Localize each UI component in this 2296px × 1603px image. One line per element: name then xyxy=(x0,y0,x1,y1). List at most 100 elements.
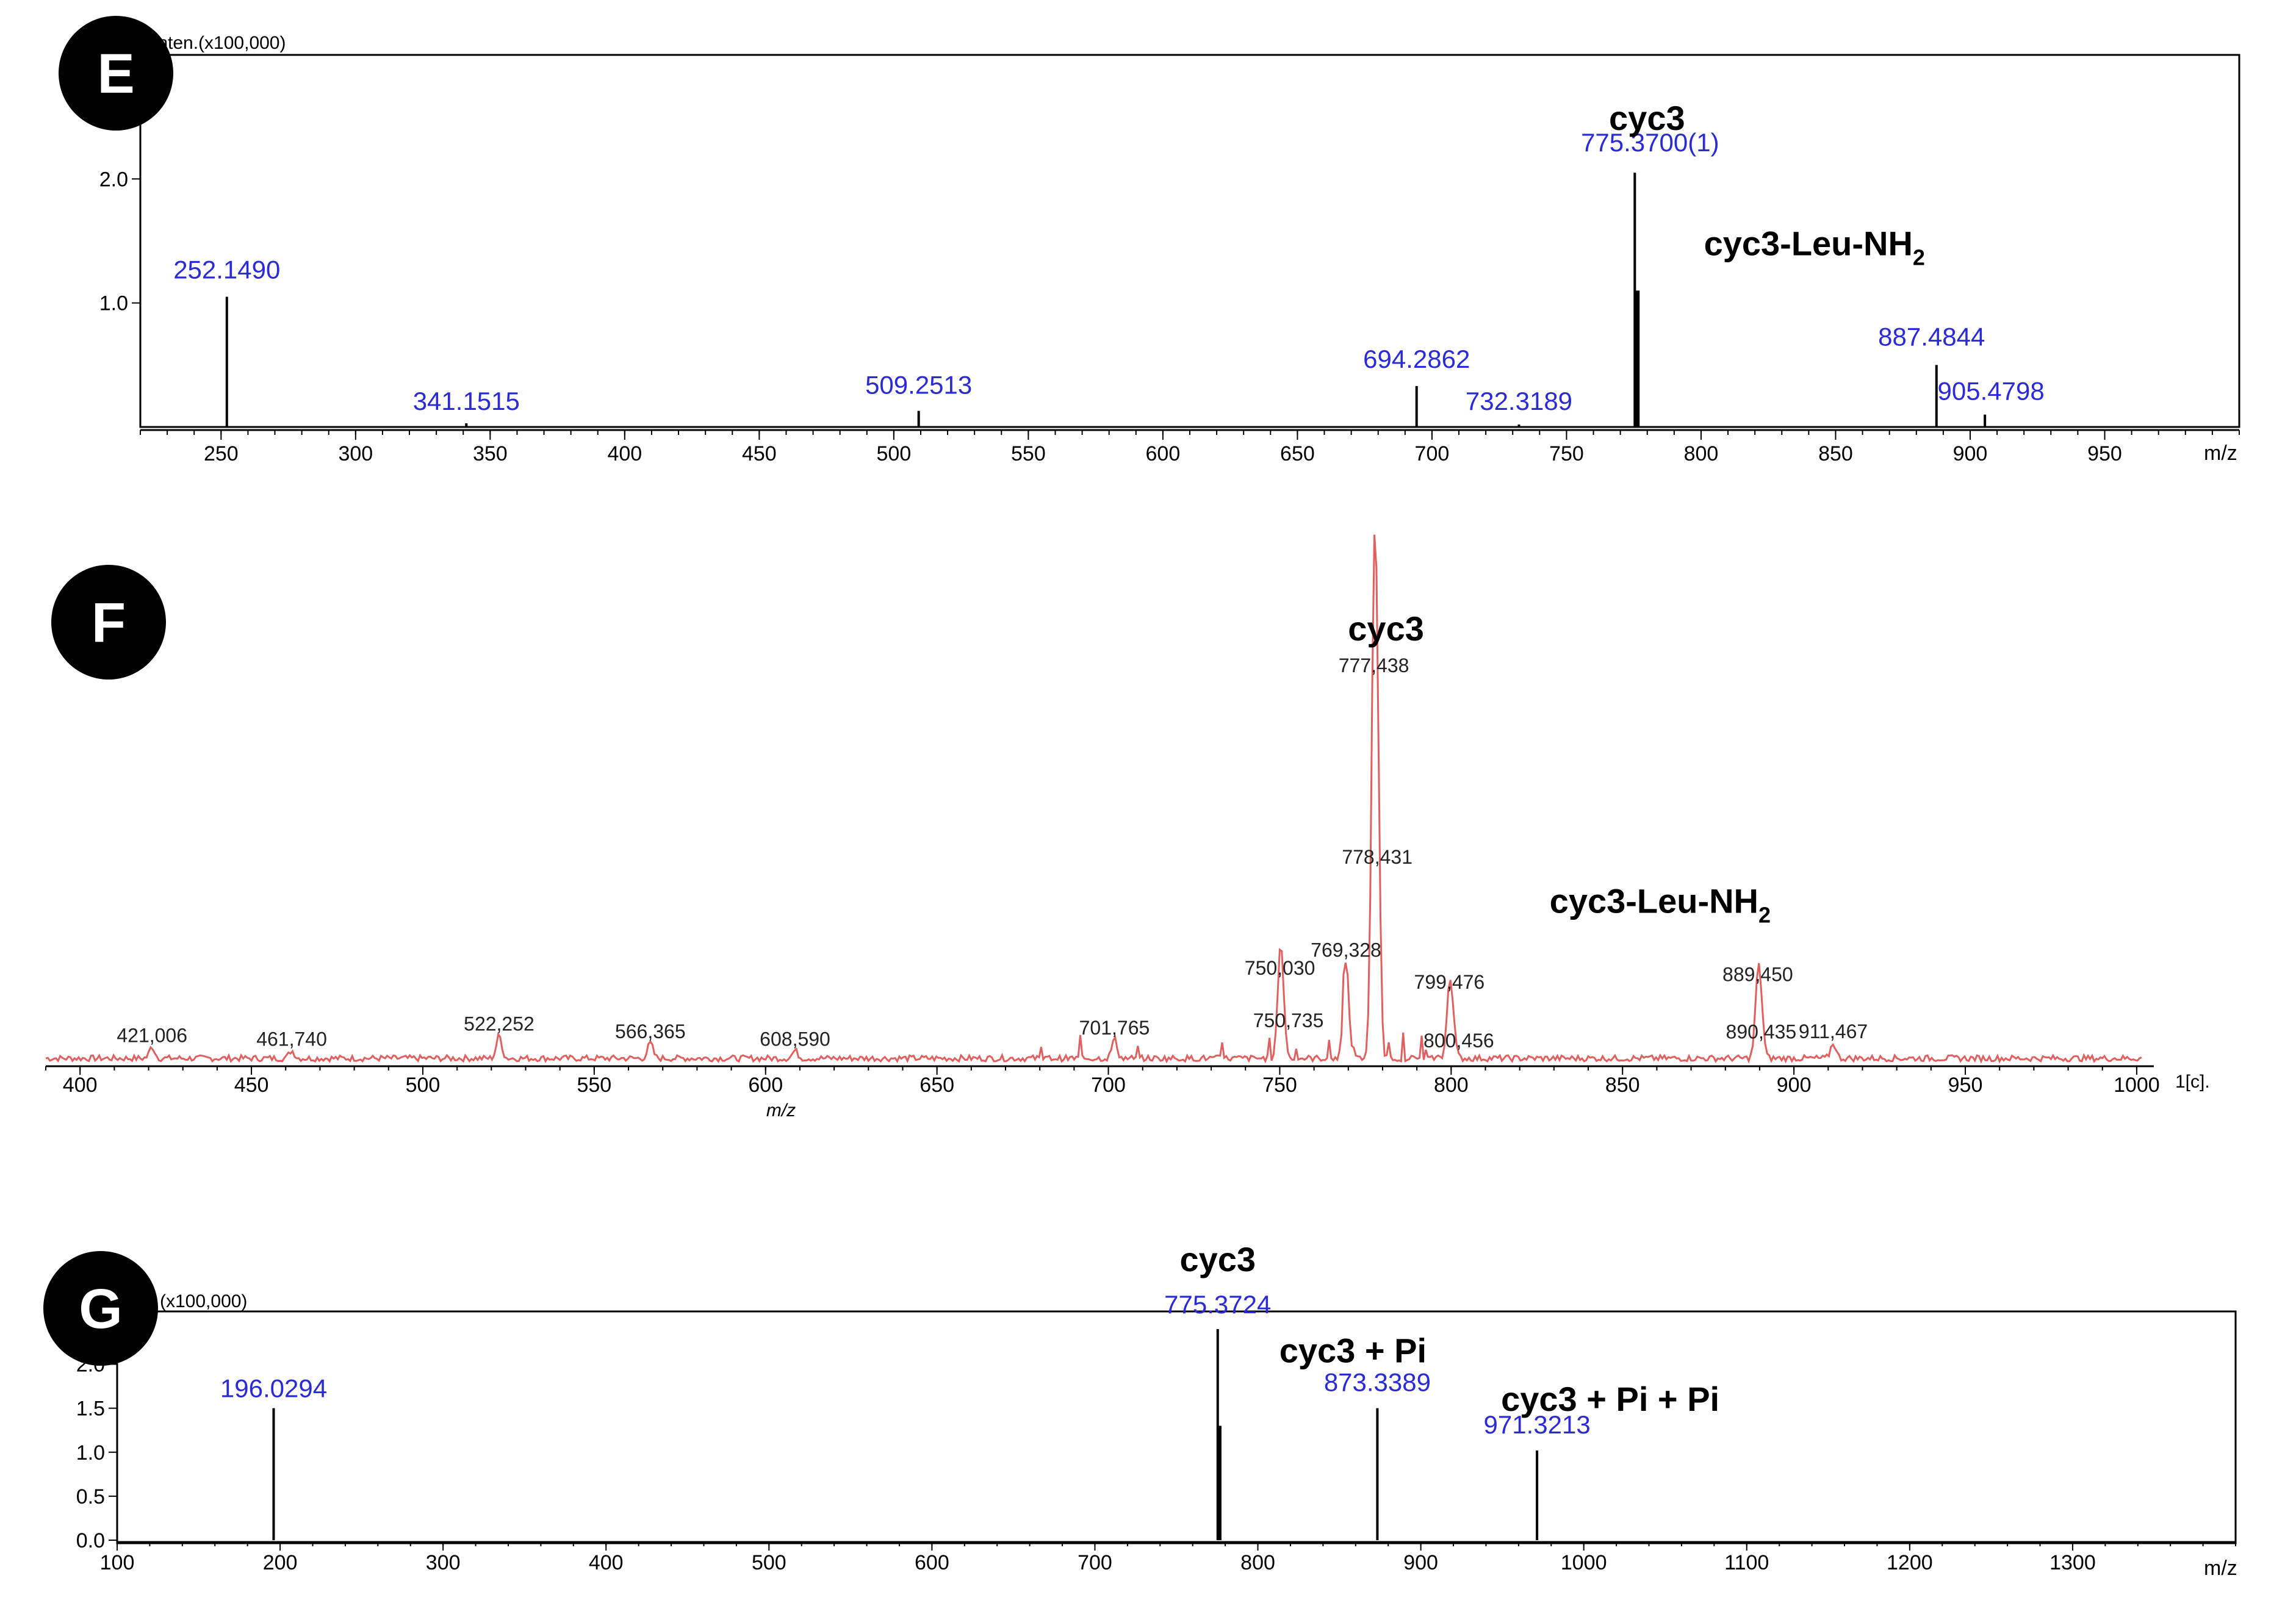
peak-label: 775.3700(1) xyxy=(1581,128,1719,157)
annotation-subscript: 2 xyxy=(1913,245,1925,270)
x-tick-label: 550 xyxy=(1011,442,1046,465)
x-tick-label: 650 xyxy=(919,1074,954,1097)
x-tick-label: 450 xyxy=(234,1074,269,1097)
intensity-label-g: (x100,000) xyxy=(160,1291,247,1311)
peak-label: 769,328 xyxy=(1311,939,1381,961)
peak-label: 971.3213 xyxy=(1484,1410,1591,1439)
x-tick-label: 500 xyxy=(752,1551,786,1574)
peak-label: 461,740 xyxy=(256,1028,327,1050)
annotation-text: cyc3 xyxy=(1348,609,1424,648)
x-tick-label: 1300 xyxy=(2049,1551,2096,1574)
x-tick-label: 800 xyxy=(1240,1551,1275,1574)
panel-e: Inten.(x100,000) m/z 250 300 350 400 450 500 5… xyxy=(59,16,2240,465)
x-tick-label: 1000 xyxy=(2114,1074,2160,1097)
x-tick-label: 800 xyxy=(1434,1074,1469,1097)
unit-label-g: m/z xyxy=(2204,1557,2237,1580)
x-tick-label: 550 xyxy=(577,1074,611,1097)
x-tick-label: 900 xyxy=(1403,1551,1438,1574)
y-tick-label: 0.0 xyxy=(76,1529,105,1552)
panel-badge-text-f: F xyxy=(92,592,126,654)
x-tick-label: 900 xyxy=(1777,1074,1812,1097)
y-tick-label: 1.0 xyxy=(76,1441,105,1465)
x-tick-label: 900 xyxy=(1953,442,1988,465)
corner-text-f: 1[c]. xyxy=(2175,1072,2210,1092)
peak-label: 911,467 xyxy=(1799,1020,1868,1042)
annotation-subscript: 2 xyxy=(1758,902,1771,927)
peak-label: 732.3189 xyxy=(1466,387,1572,415)
x-tick-label: 500 xyxy=(877,442,912,465)
plot-frame-e xyxy=(139,54,2240,428)
x-tick-label: 600 xyxy=(748,1074,783,1097)
x-tick-label: 100 xyxy=(100,1551,135,1574)
annotation-text: cyc3 + Pi xyxy=(1279,1332,1427,1370)
x-tick-label: 300 xyxy=(338,442,373,465)
peak-label: 341.1515 xyxy=(413,387,520,415)
peak-label: 750,030 xyxy=(1245,957,1315,979)
annotation-text: cyc3-Leu-NH xyxy=(1550,881,1758,920)
peak-label: 421,006 xyxy=(117,1024,187,1046)
peak-annotation: cyc3-Leu-NH2 xyxy=(1704,224,1925,270)
panel-badge-text-g: G xyxy=(79,1278,123,1340)
peak-label: 509.2513 xyxy=(865,371,972,400)
panel-badge-text-e: E xyxy=(97,43,134,105)
x-tick-label: 600 xyxy=(1146,442,1181,465)
peak-annotation: cyc3 + Pi + Pi xyxy=(1501,1380,1719,1418)
annotation-text: cyc3 + Pi + Pi xyxy=(1501,1380,1719,1418)
panel-g: (x100,000) m/z 100 200 300 400 500 600 700 800 9… xyxy=(43,1240,2237,1580)
plot-frame-g xyxy=(116,1310,2237,1544)
plot-area-e: 250 300 350 400 450 500 550 600 650 700 750 800 850 9… xyxy=(99,44,2240,465)
x-tick-label: 700 xyxy=(1415,442,1450,465)
x-tick-label: 400 xyxy=(589,1551,624,1574)
peak-label: 887.4844 xyxy=(1878,322,1985,351)
annotation-text: cyc3-Leu-NH xyxy=(1704,224,1913,262)
x-tick-label: 700 xyxy=(1078,1551,1112,1574)
x-tick-label: 850 xyxy=(1818,442,1853,465)
spectrum-trace xyxy=(45,534,2142,1064)
x-tick-label: 400 xyxy=(607,442,642,465)
x-tick-label: 500 xyxy=(406,1074,441,1097)
peak-label: 522,252 xyxy=(464,1013,534,1035)
x-tick-label: 450 xyxy=(742,442,777,465)
x-tick-label: 950 xyxy=(2087,442,2122,465)
annotation-text: cyc3 xyxy=(1179,1240,1256,1278)
peak-annotation: cyc3 + Pi xyxy=(1279,1332,1427,1370)
x-tick-label: 600 xyxy=(915,1551,949,1574)
peak-label: 890,435 xyxy=(1726,1021,1797,1043)
y-tick-label: 1.0 xyxy=(99,292,128,315)
annotation-text: cyc3 xyxy=(1609,99,1685,137)
x-tick-label: 700 xyxy=(1091,1074,1126,1097)
peak-label: 800,456 xyxy=(1423,1030,1494,1052)
x-tick-label: 850 xyxy=(1605,1074,1640,1097)
intensity-label-e: Inten.(x100,000) xyxy=(153,33,286,53)
peak-label: 608,590 xyxy=(760,1028,830,1050)
peak-label: 889,450 xyxy=(1722,963,1793,985)
peak-annotation: cyc3-Leu-NH2 xyxy=(1550,881,1771,927)
peak-label: 905.4798 xyxy=(1938,377,2045,406)
y-tick-label: 1.5 xyxy=(76,1397,105,1421)
x-tick-label: 250 xyxy=(204,442,239,465)
xlabel-f: m/z xyxy=(766,1100,796,1121)
peak-label: 775.3724 xyxy=(1164,1290,1271,1319)
peak-label: 750,735 xyxy=(1253,1009,1324,1031)
plot-area-g: 100 200 300 400 500 600 700 800 900 1000 1100 1200 1… xyxy=(76,1240,2236,1574)
panel-f: 400 450 500 550 600 650 700 750 800 850 900 950 1000… xyxy=(45,534,2210,1121)
x-tick-label: 650 xyxy=(1280,442,1315,465)
x-tick-label: 300 xyxy=(426,1551,461,1574)
x-tick-label: 1100 xyxy=(1724,1551,1769,1574)
panel-badge-f xyxy=(51,565,166,680)
x-tick-label: 750 xyxy=(1549,442,1584,465)
x-tick-label: 350 xyxy=(473,442,508,465)
x-tick-label: 400 xyxy=(63,1074,98,1097)
x-tick-label: 1200 xyxy=(1887,1551,1933,1574)
peak-annotation: cyc3 xyxy=(1179,1240,1256,1278)
plot-area-f: 400 450 500 550 600 650 700 750 800 850 900 950 1000… xyxy=(45,534,2160,1097)
peak-label: 799,476 xyxy=(1414,971,1485,993)
peak-label: 566,365 xyxy=(615,1020,686,1042)
x-tick-label: 750 xyxy=(1262,1074,1297,1097)
peak-label: 252.1490 xyxy=(173,256,280,284)
peak-label: 873.3389 xyxy=(1324,1368,1431,1397)
peak-label: 777,438 xyxy=(1339,654,1409,676)
y-tick-label: 0.5 xyxy=(76,1485,105,1508)
